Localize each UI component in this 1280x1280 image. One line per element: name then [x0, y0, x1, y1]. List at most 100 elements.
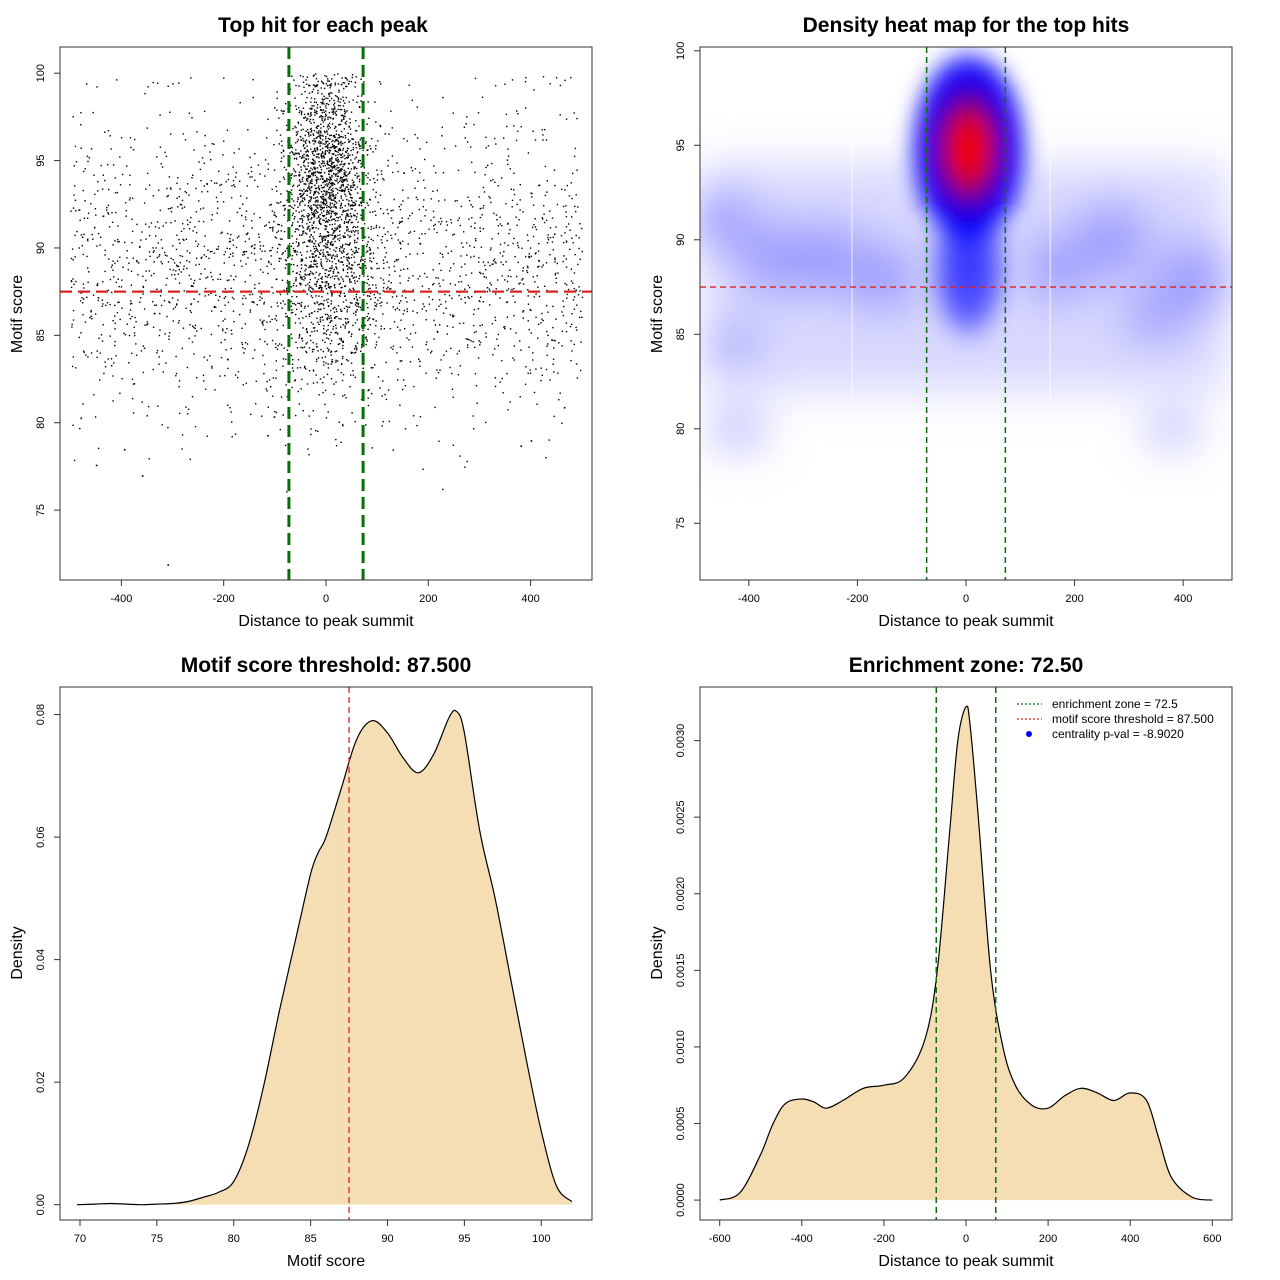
scatter-point: [344, 137, 347, 139]
scatter-point: [470, 146, 472, 148]
scatter-point: [535, 228, 538, 231]
scatter-point: [167, 426, 169, 429]
scatter-point: [205, 277, 207, 279]
scatter-point: [308, 289, 310, 291]
scatter-point: [560, 235, 563, 237]
scatter-point: [474, 222, 476, 224]
scatter-point: [268, 315, 270, 317]
scatter-point: [333, 231, 335, 233]
score-density-y-tick-label: 0.06: [35, 826, 47, 847]
scatter-point: [185, 192, 188, 194]
scatter-point: [302, 81, 305, 83]
scatter-point: [307, 112, 309, 115]
scatter-point: [308, 454, 310, 456]
scatter-point: [319, 133, 321, 136]
scatter-point: [309, 265, 311, 267]
scatter-point: [251, 220, 253, 222]
scatter-point: [280, 157, 283, 159]
scatter-point: [312, 273, 314, 275]
scatter-point: [329, 138, 331, 141]
scatter-point: [302, 214, 304, 216]
scatter-point: [280, 201, 282, 203]
scatter-point: [573, 272, 576, 274]
scatter-point: [323, 190, 325, 192]
scatter-point: [298, 337, 300, 339]
scatter-point: [340, 140, 342, 143]
scatter-point: [165, 284, 167, 286]
scatter-point: [559, 84, 562, 87]
scatter-point: [341, 379, 344, 382]
scatter-point: [166, 315, 168, 318]
scatter-point: [346, 213, 349, 215]
scatter-point: [313, 111, 316, 113]
scatter-point: [355, 349, 358, 351]
scatter-point: [358, 204, 361, 206]
scatter-point: [396, 352, 398, 354]
scatter-point: [342, 264, 345, 266]
scatter-point: [147, 86, 149, 88]
scatter-point: [533, 224, 535, 226]
scatter-point: [501, 225, 503, 227]
scatter-point: [333, 145, 335, 147]
scatter-point: [188, 274, 191, 277]
scatter-point: [78, 336, 80, 339]
heatmap-y-tick-label: 100: [675, 42, 687, 60]
scatter-point: [419, 365, 421, 367]
scatter-point: [194, 425, 197, 428]
scatter-point: [241, 343, 244, 346]
scatter-point: [425, 319, 427, 321]
scatter-point: [339, 226, 342, 228]
scatter-point: [370, 261, 373, 263]
scatter-point: [555, 226, 557, 228]
scatter-point: [344, 236, 346, 238]
scatter-point: [379, 297, 381, 299]
scatter-point: [308, 266, 310, 269]
scatter-point: [392, 209, 394, 211]
scatter-point: [168, 301, 170, 303]
scatter-point: [401, 217, 403, 219]
scatter-point: [329, 209, 331, 212]
scatter-point: [295, 278, 297, 281]
scatter-point: [282, 300, 284, 302]
scatter-point: [312, 162, 314, 165]
scatter-point: [377, 299, 379, 301]
scatter-point: [311, 296, 314, 299]
scatter-point: [392, 171, 394, 174]
scatter-point: [357, 303, 359, 306]
scatter-point: [316, 153, 318, 155]
scatter-point: [226, 358, 229, 360]
scatter-point: [302, 219, 304, 222]
scatter-point: [125, 215, 127, 217]
scatter-point: [322, 203, 325, 205]
scatter-point: [373, 227, 375, 230]
scatter-point: [141, 401, 143, 403]
scatter-point: [270, 255, 272, 257]
scatter-point: [109, 303, 111, 306]
scatter-point: [270, 263, 272, 265]
scatter-point: [322, 187, 324, 189]
scatter-point: [82, 253, 84, 256]
scatter-point: [142, 293, 144, 295]
scatter-point: [314, 114, 316, 116]
scatter-point: [393, 265, 395, 268]
scatter-point: [423, 179, 425, 181]
scatter-point: [363, 275, 365, 277]
scatter-point: [187, 223, 189, 226]
scatter-point: [335, 263, 337, 265]
scatter-point: [323, 157, 325, 159]
scatter-point: [280, 140, 283, 142]
scatter-point: [365, 174, 367, 177]
scatter-point: [97, 181, 99, 183]
scatter-point: [424, 215, 426, 217]
scatter-point: [86, 217, 89, 219]
scatter-point: [336, 160, 338, 162]
scatter-point: [276, 202, 278, 204]
scatter-point: [441, 220, 443, 223]
scatter-point: [292, 207, 295, 210]
scatter-point: [346, 265, 348, 267]
scatter-point: [320, 175, 322, 177]
scatter-point: [449, 283, 452, 285]
scatter-point: [314, 283, 316, 286]
scatter-point: [347, 244, 350, 246]
scatter-point: [325, 275, 327, 278]
